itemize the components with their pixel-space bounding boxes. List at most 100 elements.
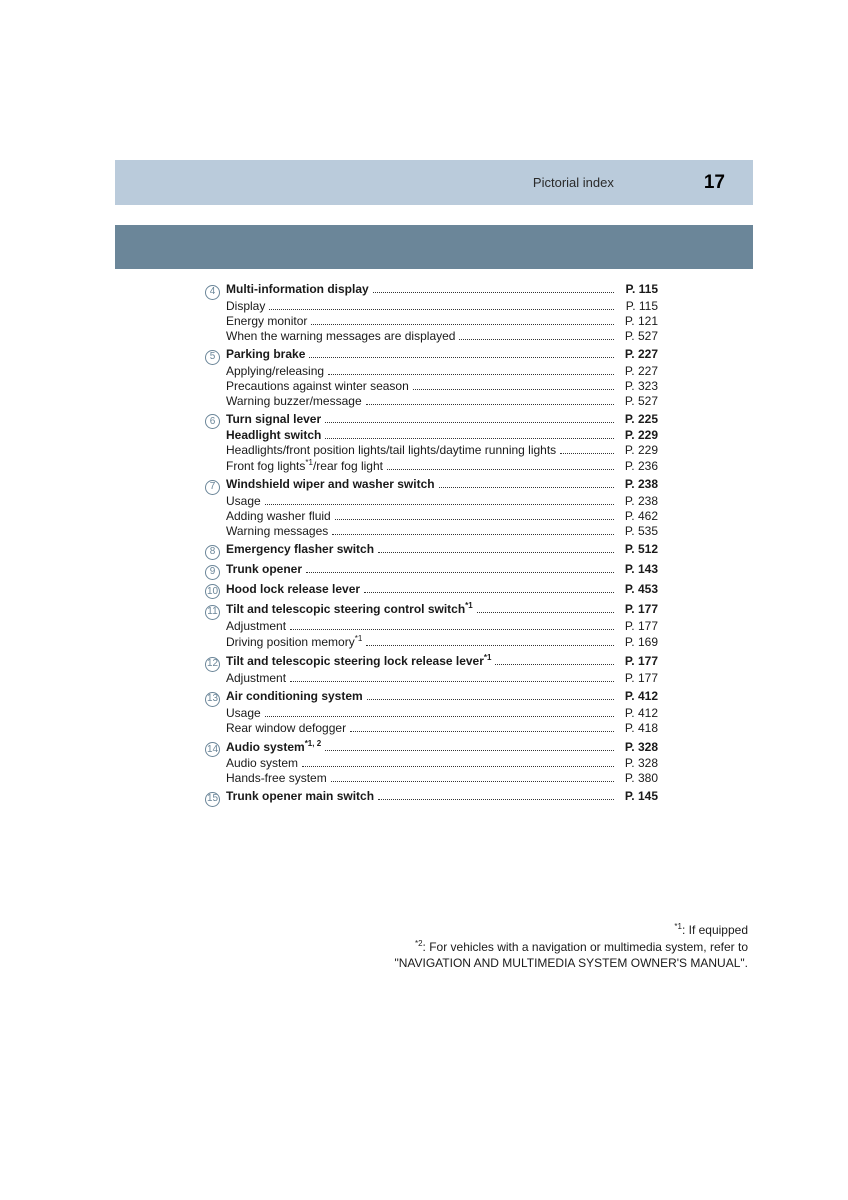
index-subentry-page: P. 535 bbox=[618, 524, 658, 539]
index-section: 6Turn signal leverP. 225Headlight switch… bbox=[205, 412, 658, 475]
leader-dots bbox=[306, 572, 614, 573]
circle-number-icon: 15 bbox=[205, 792, 220, 807]
index-main-row: 4 Multi-information display P. 115 bbox=[205, 282, 658, 299]
index-sub-row: Adding washer fluidP. 462 bbox=[205, 509, 658, 524]
circle-number-icon: 9 bbox=[205, 565, 220, 580]
index-subentry-label: Headlight switch bbox=[226, 428, 321, 443]
leader-dots bbox=[290, 681, 614, 682]
index-section: 4 Multi-information display P. 115 DisplayP… bbox=[205, 282, 658, 344]
index-subentry-page: P. 236 bbox=[618, 459, 658, 474]
index-subentry-page: P. 177 bbox=[618, 619, 658, 634]
index-section: 12Tilt and telescopic steering lock rele… bbox=[205, 653, 658, 686]
index-entry-page: P. 328 bbox=[618, 740, 658, 755]
leader-dots bbox=[378, 552, 614, 553]
index-subentry-page: P. 380 bbox=[618, 771, 658, 786]
index-subentry-page: P. 121 bbox=[618, 314, 658, 329]
leader-dots bbox=[366, 404, 614, 405]
leader-dots bbox=[459, 339, 614, 340]
leader-dots bbox=[265, 504, 614, 505]
index-section: 9Trunk openerP. 143 bbox=[205, 562, 658, 579]
index-entry-page: P. 238 bbox=[618, 477, 658, 492]
index-entry-page: P. 225 bbox=[618, 412, 658, 427]
index-subentry-label: Front fog lights*1/rear fog light bbox=[226, 458, 383, 474]
leader-dots bbox=[311, 324, 614, 325]
index-subentry-page: P. 527 bbox=[618, 394, 658, 409]
index-entry-label: Trunk opener main switch bbox=[226, 789, 374, 804]
circle-number-icon: 12 bbox=[205, 657, 220, 672]
circle-number-icon: 10 bbox=[205, 584, 220, 599]
index-entry-page: P. 512 bbox=[618, 542, 658, 557]
index-entry-label: Tilt and telescopic steering control swi… bbox=[226, 601, 473, 617]
index-section: 10 Hood lock release lever P. 453 bbox=[205, 582, 658, 599]
circle-number-icon: 7 bbox=[205, 480, 220, 495]
index-subentry-label: Headlights/front position lights/tail li… bbox=[226, 443, 556, 458]
index-section: 5Parking brakeP. 227Applying/releasingP.… bbox=[205, 347, 658, 409]
index-sub-row: Warning messagesP. 535 bbox=[205, 524, 658, 539]
footnote-line: *2: For vehicles with a navigation or mu… bbox=[394, 939, 748, 954]
leader-dots bbox=[378, 799, 614, 800]
index-subentry-label: Rear window defogger bbox=[226, 721, 346, 736]
circle-number-icon: 13 bbox=[205, 692, 220, 707]
index-subentry-page: P. 177 bbox=[618, 671, 658, 686]
index-entry-label: Windshield wiper and washer switch bbox=[226, 477, 435, 492]
index-entry-page: P. 115 bbox=[618, 282, 658, 297]
index-main-row: 15Trunk opener main switchP. 145 bbox=[205, 789, 658, 806]
page-number: 17 bbox=[704, 172, 725, 194]
index-entry-label: Audio system*1, 2 bbox=[226, 739, 321, 755]
index-subentry-label: Usage bbox=[226, 494, 261, 509]
index-sub-row: DisplayP. 115 bbox=[205, 299, 658, 314]
footnote-line: *1: If equipped bbox=[394, 922, 748, 937]
index-subentry-page: P. 169 bbox=[618, 635, 658, 650]
index-subentry-page: P. 418 bbox=[618, 721, 658, 736]
index-entry-label: Hood lock release lever bbox=[226, 582, 360, 597]
leader-dots bbox=[367, 699, 614, 700]
index-subentry-label: Audio system bbox=[226, 756, 298, 771]
leader-dots bbox=[439, 487, 614, 488]
circle-number-icon: 4 bbox=[205, 285, 220, 300]
index-entry-label: Multi-information display bbox=[226, 282, 369, 297]
index-main-row: 8Emergency flasher switchP. 512 bbox=[205, 542, 658, 559]
index-subentry-page: P. 229 bbox=[618, 443, 658, 458]
index-subentry-page: P. 412 bbox=[618, 706, 658, 721]
index-main-row: 9Trunk openerP. 143 bbox=[205, 562, 658, 579]
index-entry-page: P. 177 bbox=[618, 602, 658, 617]
leader-dots bbox=[335, 519, 614, 520]
index-entry-page: P. 227 bbox=[618, 347, 658, 362]
index-main-row: 11Tilt and telescopic steering control s… bbox=[205, 601, 658, 619]
index-section: 15Trunk opener main switchP. 145 bbox=[205, 789, 658, 806]
index-subentry-label: Adjustment bbox=[226, 671, 286, 686]
index-section: 11Tilt and telescopic steering control s… bbox=[205, 601, 658, 650]
leader-dots bbox=[325, 438, 614, 439]
index-entry-page: P. 453 bbox=[618, 582, 658, 597]
index-main-row: 10 Hood lock release lever P. 453 bbox=[205, 582, 658, 599]
leader-dots bbox=[495, 664, 614, 665]
leader-dots bbox=[413, 389, 614, 390]
index-sub-row: Hands-free systemP. 380 bbox=[205, 771, 658, 786]
leader-dots bbox=[265, 716, 614, 717]
index-sub-row: When the warning messages are displayedP… bbox=[205, 329, 658, 344]
index-sub-row: Precautions against winter season P. 323 bbox=[205, 379, 658, 394]
index-subentry-page: P. 323 bbox=[618, 379, 658, 394]
index-entry-page: P. 143 bbox=[618, 562, 658, 577]
index-subentry-label: Energy monitor bbox=[226, 314, 307, 329]
index-main-row: 14Audio system*1, 2P. 328 bbox=[205, 739, 658, 757]
index-sub-row: Driving position memory*1P. 169 bbox=[205, 634, 658, 650]
index-section: 13Air conditioning systemP. 412UsageP. 4… bbox=[205, 689, 658, 736]
index-sub-row: Adjustment P. 177 bbox=[205, 671, 658, 686]
circle-number-icon: 6 bbox=[205, 414, 220, 429]
footnotes: *1: If equipped *2: For vehicles with a n… bbox=[394, 920, 748, 970]
index-sub-row: Energy monitor P. 121 bbox=[205, 314, 658, 329]
leader-dots bbox=[373, 292, 614, 293]
leader-dots bbox=[350, 731, 614, 732]
index-section: 8Emergency flasher switchP. 512 bbox=[205, 542, 658, 559]
index-subentry-page: P. 227 bbox=[618, 364, 658, 379]
index-subentry-page: P. 238 bbox=[618, 494, 658, 509]
index-entry-label: Parking brake bbox=[226, 347, 305, 362]
index-subentry-page: P. 229 bbox=[618, 428, 658, 443]
index-subentry-label: Precautions against winter season bbox=[226, 379, 409, 394]
index-sub-row: Usage P. 238 bbox=[205, 494, 658, 509]
index-sub-row: Applying/releasingP. 227 bbox=[205, 364, 658, 379]
circle-number-icon: 8 bbox=[205, 545, 220, 560]
leader-dots bbox=[309, 357, 614, 358]
index-sub-row: Rear window defogger P. 418 bbox=[205, 721, 658, 736]
